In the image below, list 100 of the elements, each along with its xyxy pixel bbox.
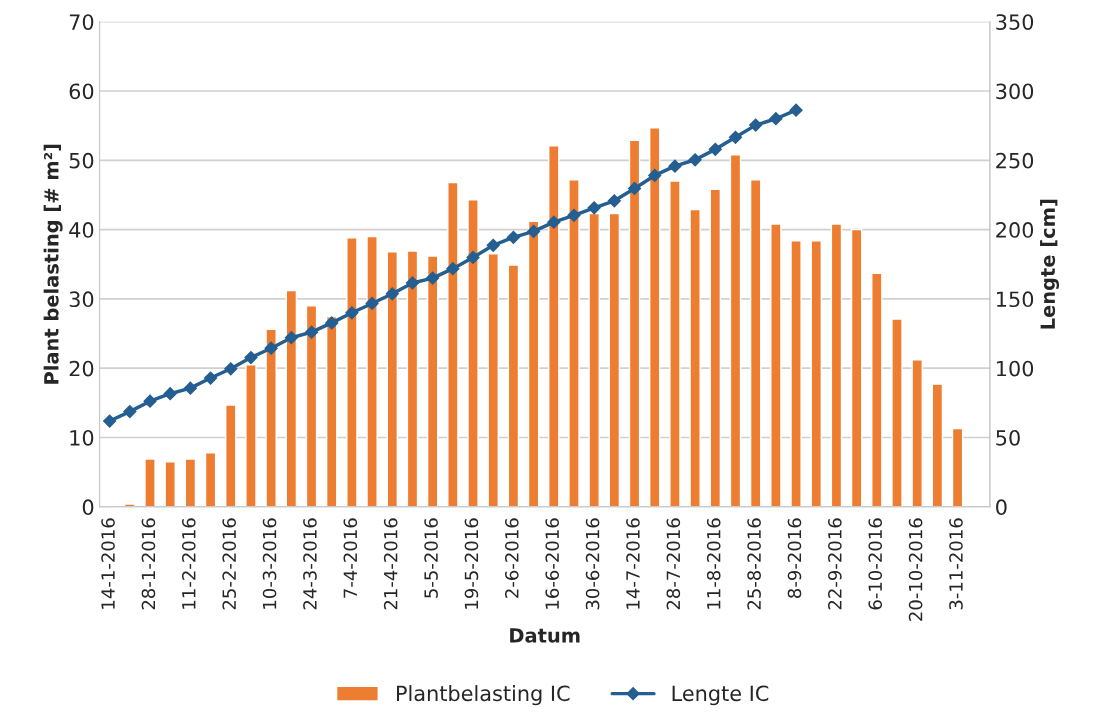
bar bbox=[527, 220, 540, 507]
bar bbox=[568, 179, 580, 507]
bar bbox=[507, 264, 520, 507]
x-tick-label: 20-10-2016 bbox=[908, 518, 923, 621]
point bbox=[769, 112, 783, 126]
point bbox=[446, 262, 460, 276]
y2-axis-title: Lengte [cm] bbox=[1040, 199, 1060, 329]
point bbox=[123, 404, 137, 419]
bar bbox=[265, 328, 277, 507]
point bbox=[345, 306, 359, 320]
point bbox=[708, 142, 722, 156]
point bbox=[426, 271, 440, 285]
bar bbox=[124, 503, 136, 507]
x-tick-label: 11-8-2016 bbox=[706, 518, 721, 609]
bar bbox=[184, 458, 197, 507]
bar bbox=[911, 359, 923, 507]
x-tick-label: 28-7-2016 bbox=[666, 518, 681, 610]
point bbox=[284, 331, 298, 345]
point bbox=[547, 215, 561, 229]
point bbox=[244, 350, 258, 365]
x-tick-label: 8-9-2016 bbox=[787, 518, 802, 598]
point bbox=[688, 153, 702, 167]
point bbox=[143, 394, 157, 408]
bar bbox=[285, 289, 298, 507]
y2-tick-label: 150 bbox=[997, 291, 1034, 308]
point bbox=[749, 118, 763, 132]
y-tick-label: 0 bbox=[82, 499, 94, 516]
bar bbox=[951, 427, 964, 507]
bar bbox=[871, 272, 883, 507]
y2-tick-label: 200 bbox=[996, 222, 1034, 238]
bar bbox=[648, 127, 661, 507]
point bbox=[385, 287, 399, 301]
x-tick-label: 10-3-2016 bbox=[262, 518, 277, 609]
bar bbox=[447, 181, 459, 507]
point bbox=[203, 371, 218, 385]
point bbox=[103, 414, 117, 428]
bar bbox=[487, 253, 499, 507]
bar bbox=[669, 180, 681, 507]
x-tick-label: 6-10-2016 bbox=[868, 518, 883, 610]
x-tick-label: 3-11-2016 bbox=[949, 518, 963, 610]
point bbox=[466, 250, 480, 265]
bar bbox=[628, 139, 641, 507]
bar bbox=[810, 240, 822, 507]
bar bbox=[689, 208, 701, 507]
x-tick-label: 21-4-2016 bbox=[383, 518, 398, 610]
x-tick-label: 16-6-2016 bbox=[545, 518, 560, 609]
x-tick-label: 5-5-2016 bbox=[424, 518, 438, 598]
point bbox=[648, 168, 662, 183]
y2-tick-label: 50 bbox=[996, 429, 1020, 446]
point bbox=[506, 230, 521, 244]
bar bbox=[164, 461, 176, 507]
point bbox=[668, 159, 682, 173]
x-axis-title: Datum bbox=[510, 628, 580, 643]
point bbox=[163, 387, 177, 401]
x-tick-label: 24-3-2016 bbox=[303, 518, 317, 610]
bar bbox=[709, 188, 722, 507]
bar bbox=[366, 235, 378, 507]
point bbox=[486, 238, 500, 252]
bar bbox=[790, 240, 802, 507]
bar bbox=[426, 255, 439, 507]
bar bbox=[245, 364, 257, 507]
y-tick-label: 50 bbox=[69, 152, 94, 169]
bar bbox=[931, 383, 944, 507]
y2-tick-label: 100 bbox=[997, 360, 1034, 377]
y-tick-label: 70 bbox=[69, 14, 94, 30]
point bbox=[304, 325, 319, 339]
bar bbox=[891, 318, 903, 507]
x-tick-label: 30-6-2016 bbox=[585, 518, 600, 610]
y2-tick-label: 300 bbox=[996, 83, 1034, 100]
x-tick-label: 11-2-2016 bbox=[181, 518, 196, 609]
point bbox=[365, 296, 379, 311]
point bbox=[264, 341, 278, 355]
bar bbox=[548, 145, 560, 507]
y2-tick-label: 250 bbox=[996, 152, 1034, 169]
x-tick-label: 2-6-2016 bbox=[504, 518, 519, 598]
bar bbox=[749, 179, 762, 507]
bar bbox=[850, 228, 863, 507]
bar bbox=[830, 223, 843, 507]
bar bbox=[588, 212, 600, 507]
y-tick-label: 30 bbox=[69, 291, 94, 308]
x-tick-label: 28-1-2016 bbox=[141, 518, 156, 610]
legend-label: Plantbelasting IC bbox=[397, 685, 570, 706]
point bbox=[607, 194, 621, 208]
point bbox=[728, 130, 743, 144]
bar bbox=[346, 237, 358, 507]
x-tick-label: 19-5-2016 bbox=[464, 518, 479, 609]
y-tick-label: 20 bbox=[69, 360, 94, 377]
y2-tick-label: 350 bbox=[996, 14, 1034, 30]
x-tick-label: 25-2-2016 bbox=[222, 518, 237, 610]
bar bbox=[406, 250, 419, 507]
point bbox=[183, 381, 197, 395]
y2-tick-label: 0 bbox=[996, 499, 1007, 516]
x-tick-label: 7-4-2016 bbox=[343, 518, 358, 598]
bar bbox=[729, 154, 742, 507]
point bbox=[224, 362, 238, 376]
x-tick-label: 14-7-2016 bbox=[626, 518, 640, 609]
x-tick-label: 25-8-2016 bbox=[747, 518, 761, 610]
point bbox=[405, 276, 420, 290]
bar bbox=[467, 199, 479, 507]
bar bbox=[204, 452, 217, 507]
